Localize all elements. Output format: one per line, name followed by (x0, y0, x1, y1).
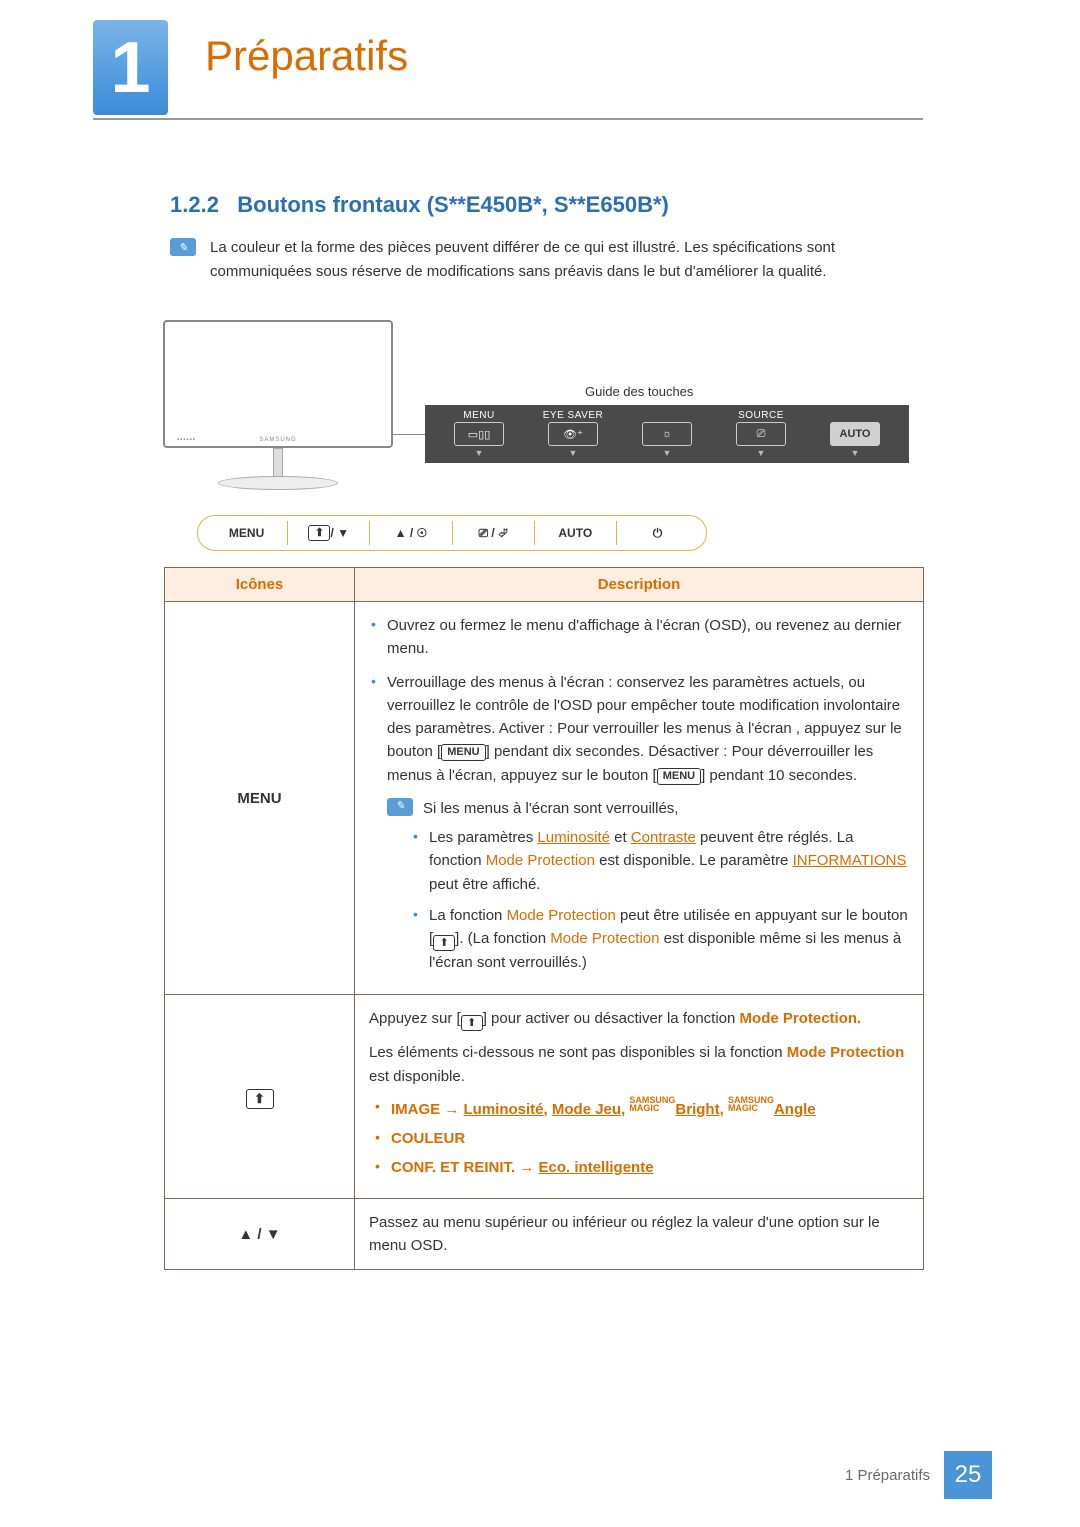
desc-cell-eye: Appuyez sur [⬆] pour activer ou désactiv… (355, 995, 924, 1198)
note-text: La couleur et la forme des pièces peuven… (210, 236, 930, 284)
desc-cell-arrows: Passez au menu supérieur ou inférieur ou… (355, 1198, 924, 1270)
touch-guide-label: Guide des touches (585, 384, 693, 399)
button-slot: AUTO (535, 526, 616, 540)
section-heading: 1.2.2 Boutons frontaux (S**E450B*, S**E6… (170, 192, 669, 218)
desc-bullet: Verrouillage des menus à l'écran : conse… (369, 671, 909, 787)
osd-item: ☼▼ (623, 410, 711, 458)
chapter-underline (93, 118, 923, 120)
eye-icon: ⬆ (433, 935, 455, 951)
table-row: ▲ / ▼ Passez au menu supérieur ou inféri… (165, 1198, 924, 1270)
samsung-magic-label: SAMSUNGMAGIC (728, 1096, 774, 1112)
desc-paragraph: Appuyez sur [⬆] pour activer ou désactiv… (369, 1007, 909, 1031)
osd-item: MENU▭▯▯▼ (435, 410, 523, 458)
section-number: 1.2.2 (170, 192, 219, 217)
eye-icon: ⬆ (461, 1015, 483, 1031)
footer: 1 Préparatifs 25 (845, 1451, 992, 1499)
desc-bullet: COULEUR (369, 1127, 909, 1150)
desc-paragraph: Les éléments ci-dessous ne sont pas disp… (369, 1041, 909, 1088)
icon-cell-eye: ⬆ (165, 995, 355, 1198)
desc-bullet: Ouvrez ou fermez le menu d'affichage à l… (369, 614, 909, 661)
section-title: Boutons frontaux (S**E450B*, S**E650B*) (237, 192, 669, 217)
sub-note-text: Si les menus à l'écran sont verrouillés, (423, 797, 678, 820)
note-icon: ✎ (387, 798, 413, 816)
button-row: MENU⬆ / ▼▲ / ☉⎚ / ⏎AUTO⏻ (197, 515, 707, 551)
note-block: ✎ La couleur et la forme des pièces peuv… (170, 236, 930, 284)
th-icons: Icônes (165, 568, 355, 602)
chapter-title: Préparatifs (205, 32, 408, 80)
table-row: ⬆ Appuyez sur [⬆] pour activer ou désact… (165, 995, 924, 1198)
osd-item: AUTO▼ (811, 410, 899, 458)
desc-bullet: CONF. ET REINIT. → Eco. intelligente (369, 1156, 909, 1179)
up-down-icon: ▲ / ▼ (238, 1226, 280, 1243)
menu-chip: MENU (657, 768, 701, 785)
desc-bullet: La fonction Mode Protection peut être ut… (411, 904, 909, 975)
osd-item: EYE SAVER👁⁺▼ (529, 410, 617, 458)
note-icon: ✎ (170, 238, 196, 256)
osd-item: SOURCE⎚▼ (717, 410, 805, 458)
diagram: ▪▪▪▪▪▪ SAMSUNG Guide des touches MENU▭▯▯… (155, 310, 925, 560)
desc-bullet: Les paramètres Luminosité et Contraste p… (411, 826, 909, 896)
button-slot: MENU (206, 526, 287, 540)
eye-icon: ⬆ (246, 1089, 274, 1109)
samsung-magic-label: SAMSUNGMAGIC (629, 1096, 675, 1112)
icon-cell-menu: MENU (165, 602, 355, 995)
th-description: Description (355, 568, 924, 602)
footer-text: 1 Préparatifs (845, 1467, 930, 1484)
desc-bullet: IMAGE → Luminosité, Mode Jeu, SAMSUNGMAG… (369, 1096, 909, 1121)
menu-chip: MENU (441, 744, 485, 761)
page-number: 25 (944, 1451, 992, 1499)
info-table: Icônes Description MENU Ouvrez ou fermez… (164, 567, 924, 1270)
sub-note: ✎ Si les menus à l'écran sont verrouillé… (387, 797, 909, 820)
monitor-illustration: ▪▪▪▪▪▪ SAMSUNG (163, 320, 393, 520)
chapter-number: 1 (110, 32, 150, 104)
desc-cell-menu: Ouvrez ou fermez le menu d'affichage à l… (355, 602, 924, 995)
button-slot: ⎚ / ⏎ (453, 526, 534, 541)
button-slot: ▲ / ☉ (370, 526, 451, 540)
button-slot: ⏻ (617, 526, 698, 541)
icon-cell-arrows: ▲ / ▼ (165, 1198, 355, 1270)
chapter-tab: 1 (93, 20, 168, 115)
button-slot: ⬆ / ▼ (288, 525, 369, 541)
table-row: MENU Ouvrez ou fermez le menu d'affichag… (165, 602, 924, 995)
table-header-row: Icônes Description (165, 568, 924, 602)
osd-bar: MENU▭▯▯▼EYE SAVER👁⁺▼☼▼SOURCE⎚▼AUTO▼ (425, 405, 909, 463)
